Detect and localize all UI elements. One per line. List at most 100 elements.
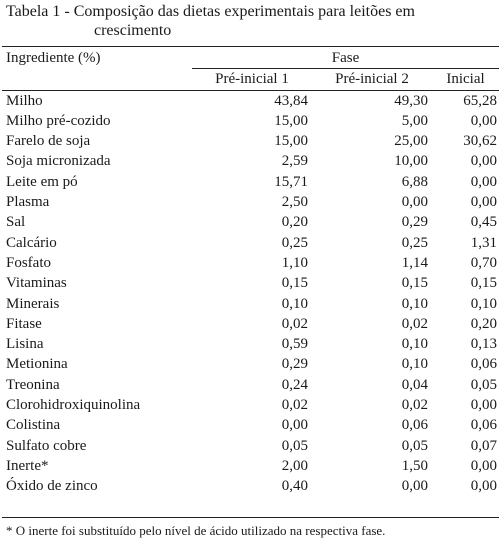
- value-cell: 0,00: [470, 173, 497, 190]
- ingredient-name: Plasma: [6, 194, 50, 211]
- phase-header: Inicial: [432, 68, 499, 91]
- value-cell: 0,10: [401, 295, 428, 312]
- table-row: Milho pré-cozido 15,00 5,00 0,00: [2, 111, 499, 131]
- table-row: Clorohidroxiquinolina 0,02 0,02 0,00: [2, 395, 499, 415]
- table-row: Metionina 0,29 0,10 0,06: [2, 354, 499, 374]
- ingredient-name: Metionina: [6, 356, 68, 373]
- table-row: Sulfato cobre 0,05 0,05 0,07: [2, 436, 499, 456]
- table-row: Calcário 0,25 0,25 1,31: [2, 233, 499, 253]
- table-row: Treonina 0,24 0,04 0,05: [2, 375, 499, 395]
- phase-header: Pré-inicial 2: [312, 68, 432, 91]
- value-cell: 0,00: [470, 478, 497, 495]
- value-cell: 0,10: [470, 295, 497, 312]
- value-cell: 0,15: [281, 275, 308, 292]
- table-row: Vitaminas 0,15 0,15 0,15: [2, 273, 499, 293]
- phase-header: Pré-inicial 1: [192, 68, 312, 91]
- value-cell: 1,14: [401, 254, 428, 271]
- value-cell: 0,02: [281, 315, 308, 332]
- table-row: Inerte* 2,00 1,50 0,00: [2, 456, 499, 476]
- value-cell: 0,40: [281, 478, 308, 495]
- table-row: Fosfato 1,10 1,14 0,70: [2, 253, 499, 273]
- table-row: Milho 43,84 49,30 65,28: [2, 90, 499, 111]
- value-cell: 15,71: [274, 173, 308, 190]
- ingredient-name: Fitase: [6, 315, 42, 332]
- value-cell: 0,59: [281, 336, 308, 353]
- table-row: Lisina 0,59 0,10 0,13: [2, 334, 499, 354]
- value-cell: 0,00: [281, 417, 308, 434]
- caption-title: Composição das dietas experimentais para…: [73, 3, 415, 20]
- ingredient-name: Fosfato: [6, 254, 51, 271]
- table-row: Sal 0,20 0,29 0,45: [2, 212, 499, 232]
- value-cell: 0,29: [281, 356, 308, 373]
- value-cell: 10,00: [394, 153, 428, 170]
- value-cell: 0,00: [470, 153, 497, 170]
- ingredient-name: Clorohidroxiquinolina: [6, 397, 141, 414]
- value-cell: 0,05: [401, 437, 428, 454]
- table-row: Plasma 2,50 0,00 0,00: [2, 192, 499, 212]
- value-cell: 2,50: [281, 194, 308, 211]
- value-cell: 0,15: [470, 275, 497, 292]
- value-cell: 15,00: [274, 133, 308, 150]
- value-cell: 5,00: [401, 112, 428, 129]
- ingredient-name: Leite em pó: [6, 173, 78, 190]
- value-cell: 0,10: [401, 336, 428, 353]
- value-cell: 0,25: [281, 234, 308, 251]
- ingredient-name: Treonina: [6, 376, 60, 393]
- value-cell: 0,00: [470, 397, 497, 414]
- value-cell: 0,04: [401, 376, 428, 393]
- ingredient-name: Soja micronizada: [6, 153, 111, 170]
- value-cell: 0,07: [470, 437, 497, 454]
- table-row: Fitase 0,02 0,02 0,20: [2, 314, 499, 334]
- value-cell: 0,06: [470, 356, 497, 373]
- value-cell: 0,15: [401, 275, 428, 292]
- table-row: Minerais 0,10 0,10 0,10: [2, 294, 499, 314]
- value-cell: 0,06: [470, 417, 497, 434]
- footnote: * O inerte foi substituído pelo nível de…: [6, 523, 386, 538]
- ingredient-name: Inerte*: [6, 457, 49, 474]
- value-cell: 1,50: [401, 457, 428, 474]
- value-cell: 0,70: [470, 254, 497, 271]
- ingredient-name: Milho: [6, 92, 43, 109]
- bottom-rule: [2, 517, 499, 518]
- value-cell: 1,10: [281, 254, 308, 271]
- caption-label: Tabela 1 -: [6, 3, 70, 20]
- value-cell: 0,24: [281, 376, 308, 393]
- table-row: Óxido de zinco 0,40 0,00 0,00: [2, 476, 499, 496]
- table-caption: Tabela 1 - Composição das dietas experim…: [6, 2, 498, 40]
- ingredient-name: Sal: [6, 214, 26, 231]
- value-cell: 0,00: [401, 478, 428, 495]
- value-cell: 30,62: [463, 133, 497, 150]
- caption-line-1: Tabela 1 - Composição das dietas experim…: [6, 2, 498, 21]
- top-rule: [2, 46, 499, 47]
- ingredient-name: Milho pré-cozido: [6, 112, 111, 129]
- value-cell: 0,02: [401, 315, 428, 332]
- ingredient-name: Vitaminas: [6, 275, 67, 292]
- value-cell: 0,45: [470, 214, 497, 231]
- value-cell: 0,13: [470, 336, 497, 353]
- ingredient-name: Sulfato cobre: [6, 437, 87, 454]
- value-cell: 0,20: [281, 214, 308, 231]
- table-row: Soja micronizada 2,59 10,00 0,00: [2, 151, 499, 171]
- value-cell: 1,31: [470, 234, 497, 251]
- value-cell: 0,10: [401, 356, 428, 373]
- ingredient-name: Lisina: [6, 336, 44, 353]
- value-cell: 0,29: [401, 214, 428, 231]
- table-row: Leite em pó 15,71 6,88 0,00: [2, 172, 499, 192]
- header-row-2: Pré-inicial 1 Pré-inicial 2 Inicial: [2, 68, 499, 91]
- value-cell: 0,00: [401, 194, 428, 211]
- ingredient-name: Minerais: [6, 295, 60, 312]
- value-cell: 15,00: [274, 112, 308, 129]
- phase-group-header: Fase: [192, 48, 499, 70]
- ingredient-header: Ingrediente (%): [6, 50, 101, 67]
- diet-composition-table: Ingrediente (%) Fase Pré-inicial 1 Pré-i…: [2, 48, 499, 497]
- value-cell: 0,00: [470, 457, 497, 474]
- table-row: Colistina 0,00 0,06 0,06: [2, 415, 499, 435]
- value-cell: 49,30: [394, 92, 428, 109]
- value-cell: 0,00: [470, 112, 497, 129]
- caption-line-2: crescimento: [94, 22, 172, 39]
- value-cell: 6,88: [401, 173, 428, 190]
- table-row: Farelo de soja 15,00 25,00 30,62: [2, 131, 499, 151]
- ingredient-name: Óxido de zinco: [6, 478, 98, 495]
- header-row-1: Ingrediente (%) Fase: [2, 48, 499, 70]
